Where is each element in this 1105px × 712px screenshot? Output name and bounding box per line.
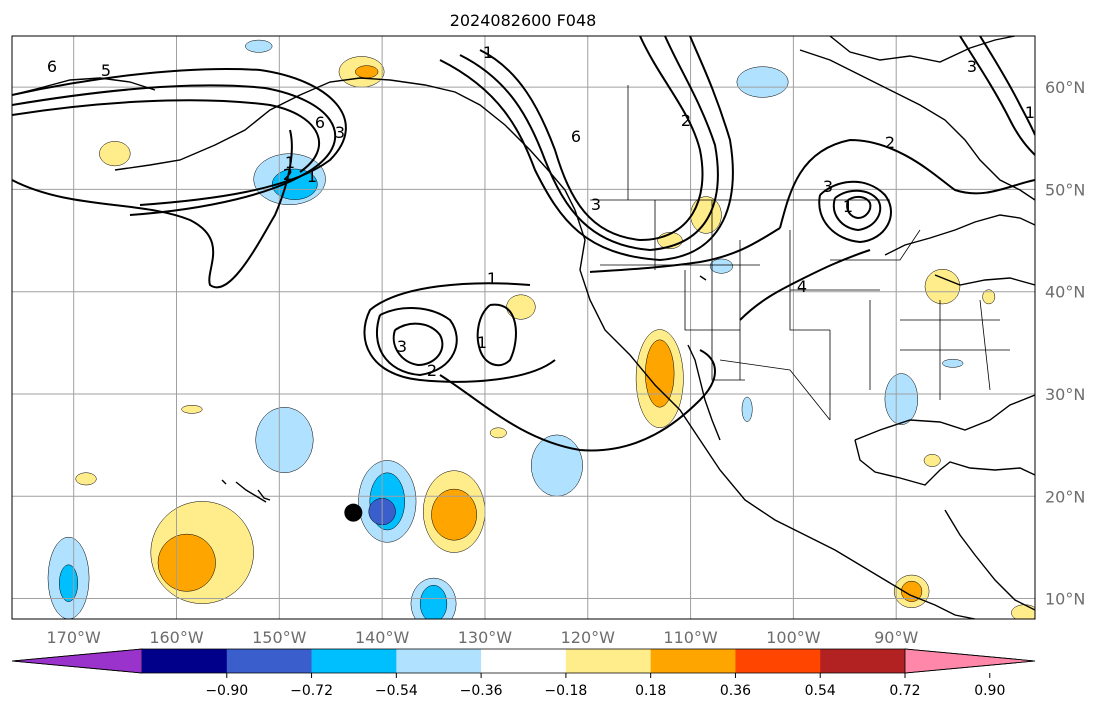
colorbar-segment-8 [820,649,906,673]
contour-label-10: 2 [681,111,691,130]
anomaly-fill-26 [924,268,961,305]
lon-label-130: 130°W [458,628,513,647]
anomaly-fill-18 [355,65,379,79]
anomaly-fill-9 [157,533,216,592]
contour-label-4: 3 [335,123,345,142]
colorbar-segment-3 [396,649,482,673]
colorbar-tick-label-2: −0.54 [375,683,418,699]
contour-label-14: 3 [967,57,977,76]
colorbar-tick-label-1: −0.72 [290,683,333,699]
colorbar-tick-label-8: 0.72 [889,683,920,699]
colorbar-segment-0 [142,649,228,673]
longitude-labels: 170°W 160°W 150°W 140°W 130°W 120°W 110°W 100°W… [47,628,919,647]
contour-label-15: 1 [487,269,497,288]
anomaly-fill-19 [736,66,789,98]
contour-label-6: 1 [307,167,317,186]
contour-label-8: 6 [571,127,581,146]
map-title: 2024082600 F048 [450,11,597,30]
graticule [12,36,1035,619]
contour-label-16: 1 [477,333,487,352]
anomaly-fill-11 [59,564,79,602]
anomaly-fill-7 [431,488,477,541]
lon-label-120: 120°W [561,628,616,647]
colorbar-segment-5 [565,649,652,673]
anomaly-fill-21 [99,141,131,167]
lon-label-110: 110°W [663,628,718,647]
colorbar-tick-labels: −0.90 −0.72 −0.54 −0.36 −0.18 0.18 0.36 0.54 0.7… [205,673,1005,699]
lon-label-90: 90°W [874,628,918,647]
colorbar-extend-low [11,648,143,674]
lat-label-40: 40°N [1045,283,1085,302]
contour-label-9: 3 [591,195,601,214]
anomaly-fill-34 [75,472,97,486]
lon-label-150: 150°W [252,628,307,647]
contour-label-11: 3 [823,177,833,196]
colorbar-tick-label-9: 0.90 [974,683,1005,699]
map-frame [11,35,1036,620]
anomaly-fill-33 [489,427,507,439]
colorbar-tick-label-0: −0.90 [205,683,248,699]
anomaly-fill-27 [982,289,996,305]
lon-label-160: 160°W [149,628,204,647]
colorbar-tick-label-7: 0.54 [805,683,836,699]
colorbar-extend-high [904,648,1036,674]
contour-label-12: 1 [843,197,853,216]
anomaly-fill-28 [884,373,919,425]
anomaly-fill-31 [901,580,923,602]
anomaly-fill-37 [923,454,941,467]
height-contours [12,36,1035,452]
colorbar-segment-2 [311,649,397,673]
contour-label-5: 2 [283,165,293,184]
anomaly-fill-36 [942,358,964,368]
colorbar-segment-7 [735,649,821,673]
colorbar-segment-6 [650,649,736,673]
anomaly-fill-layer [47,39,1035,619]
colorbar-tick-label-4: −0.18 [544,683,587,699]
colorbar-segment-1 [226,649,313,673]
lat-label-20: 20°N [1045,487,1085,506]
colorbar-tick-label-5: 0.18 [635,683,666,699]
contour-label-2: 1 [285,153,295,172]
anomaly-fill-24 [506,294,536,320]
contour-label-17: 2 [427,361,437,380]
colorbar [11,648,1036,674]
contour-label-13: 2 [885,133,895,152]
contour-label-0: 6 [47,57,57,76]
lon-label-170: 170°W [47,628,102,647]
contour-label-3: 6 [315,113,325,132]
lat-label-30: 30°N [1045,385,1085,404]
coastlines [12,36,1035,619]
lat-label-10: 10°N [1045,590,1085,609]
anomaly-fill-16 [645,339,675,408]
contour-label-19: 4 [797,277,807,296]
contour-label-1: 5 [101,61,111,80]
contour-label-7: 1 [483,43,493,62]
lon-label-140: 140°W [355,628,410,647]
anomaly-fill-2 [255,407,314,473]
colorbar-segment-4 [481,649,567,673]
anomaly-fill-13 [419,585,448,619]
contour-label-18: 3 [397,337,407,356]
colorbar-tick-label-6: 0.36 [720,683,751,699]
anomaly-fill-22 [690,196,722,234]
contour-label-20: 1 [1025,103,1035,122]
anomaly-fill-35 [181,404,203,414]
lat-label-60: 60°N [1045,78,1085,97]
anomaly-fill-25 [709,258,733,274]
anomaly-fill-29 [741,396,753,422]
lat-label-50: 50°N [1045,180,1085,199]
latitude-labels: 60°N 50°N 40°N 30°N 20°N 10°N [1045,78,1085,608]
location-marker [344,503,363,522]
colorbar-outline [11,648,1036,674]
colorbar-tick-label-3: −0.36 [460,683,503,699]
lon-label-100: 100°W [766,628,821,647]
anomaly-fill-20 [245,39,273,53]
